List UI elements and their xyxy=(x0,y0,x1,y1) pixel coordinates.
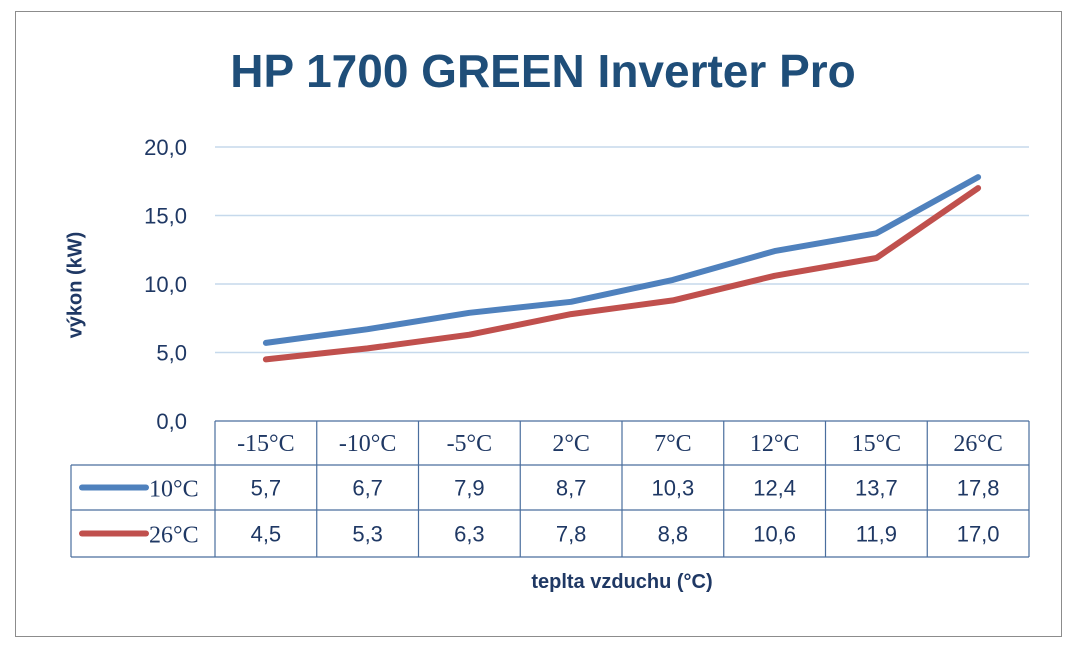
data-label: 10,3 xyxy=(651,476,694,501)
x-tick-label: -15°C xyxy=(237,431,295,457)
data-label: 12,4 xyxy=(753,476,796,501)
y-tick-label: 20,0 xyxy=(144,135,187,160)
x-tick-label: 2°C xyxy=(552,431,590,457)
data-label: 6,7 xyxy=(352,476,383,501)
x-tick-label: 12°C xyxy=(750,431,800,457)
y-tick-label: 5,0 xyxy=(156,341,187,366)
x-tick-label: -5°C xyxy=(447,431,493,457)
y-tick-label: 0,0 xyxy=(156,409,187,434)
x-tick-label: 15°C xyxy=(852,431,902,457)
data-label: 13,7 xyxy=(855,476,898,501)
x-axis-label: teplta vzduchu (°C) xyxy=(531,571,713,593)
data-label: 4,5 xyxy=(251,522,282,547)
x-tick-label: -10°C xyxy=(339,431,397,457)
x-tick-label: 7°C xyxy=(654,431,692,457)
series-line-2 xyxy=(262,185,982,363)
data-label: 5,3 xyxy=(352,522,383,547)
data-label: 10,6 xyxy=(753,522,796,547)
legend-label: 10°C xyxy=(149,477,199,503)
data-label: 7,9 xyxy=(454,476,485,501)
data-label: 5,7 xyxy=(251,476,282,501)
y-tick-label: 10,0 xyxy=(144,272,187,297)
data-label: 7,8 xyxy=(556,522,587,547)
data-label: 8,7 xyxy=(556,476,587,501)
data-label: 17,8 xyxy=(957,476,1000,501)
chart-title: HP 1700 GREEN Inverter Pro xyxy=(230,45,856,97)
data-label: 6,3 xyxy=(454,522,485,547)
data-label: 8,8 xyxy=(658,522,689,547)
chart-frame xyxy=(15,11,1062,637)
data-label: 17,0 xyxy=(957,522,1000,547)
data-label: 11,9 xyxy=(856,522,897,547)
x-tick-label: 26°C xyxy=(953,431,1003,457)
y-tick-label: 15,0 xyxy=(144,204,187,229)
legend-label: 26°C xyxy=(149,523,199,549)
series-line-1 xyxy=(262,174,982,346)
